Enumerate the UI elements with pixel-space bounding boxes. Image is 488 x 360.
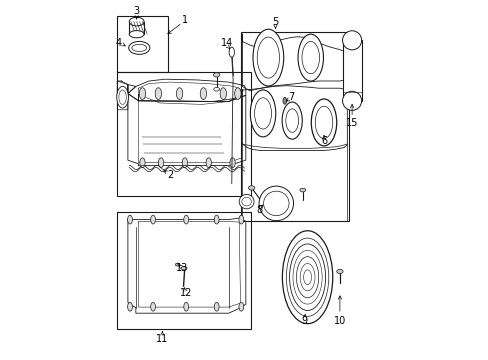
Ellipse shape: [302, 41, 319, 74]
Polygon shape: [242, 86, 346, 150]
Ellipse shape: [132, 44, 146, 51]
Ellipse shape: [182, 158, 187, 168]
Ellipse shape: [342, 91, 361, 111]
Ellipse shape: [248, 186, 254, 190]
Ellipse shape: [139, 88, 145, 99]
Ellipse shape: [259, 186, 293, 221]
Ellipse shape: [250, 90, 275, 137]
Ellipse shape: [283, 97, 286, 104]
Ellipse shape: [155, 88, 161, 99]
Ellipse shape: [254, 98, 271, 129]
Ellipse shape: [336, 269, 343, 274]
Text: 7: 7: [288, 92, 294, 102]
Ellipse shape: [239, 215, 243, 224]
Ellipse shape: [214, 215, 219, 224]
Ellipse shape: [242, 197, 251, 206]
Ellipse shape: [252, 29, 283, 86]
Text: 1: 1: [182, 15, 187, 25]
Ellipse shape: [158, 158, 163, 168]
Ellipse shape: [220, 88, 226, 99]
Polygon shape: [138, 221, 240, 307]
Text: 3: 3: [133, 6, 140, 16]
Text: 11: 11: [156, 334, 168, 344]
Polygon shape: [242, 34, 346, 91]
Text: 8: 8: [256, 204, 262, 215]
Ellipse shape: [213, 73, 220, 77]
Ellipse shape: [205, 158, 211, 168]
Text: 5: 5: [272, 17, 278, 27]
Polygon shape: [128, 79, 245, 102]
Polygon shape: [117, 81, 128, 110]
Text: 6: 6: [320, 136, 326, 146]
Ellipse shape: [282, 231, 332, 324]
Ellipse shape: [129, 17, 144, 26]
Text: 13: 13: [176, 263, 188, 273]
Bar: [342, 40, 361, 101]
Ellipse shape: [213, 87, 219, 91]
Ellipse shape: [282, 102, 302, 139]
Ellipse shape: [303, 270, 311, 284]
Bar: [129, 22, 144, 34]
Ellipse shape: [150, 302, 155, 311]
Polygon shape: [117, 81, 136, 95]
Ellipse shape: [286, 238, 328, 316]
Ellipse shape: [175, 263, 180, 266]
Ellipse shape: [183, 215, 188, 224]
Text: 15: 15: [346, 118, 358, 128]
Bar: [117, 16, 167, 72]
Ellipse shape: [234, 88, 241, 99]
Text: 10: 10: [333, 316, 346, 326]
Text: 2: 2: [167, 170, 173, 180]
Ellipse shape: [181, 266, 186, 270]
Polygon shape: [128, 218, 245, 313]
Ellipse shape: [315, 106, 332, 139]
Ellipse shape: [229, 47, 234, 57]
Ellipse shape: [289, 244, 325, 310]
Ellipse shape: [117, 86, 128, 108]
Ellipse shape: [311, 99, 336, 146]
Ellipse shape: [128, 41, 150, 54]
Ellipse shape: [239, 302, 243, 311]
Ellipse shape: [119, 90, 126, 104]
Text: 4: 4: [115, 38, 121, 48]
Ellipse shape: [297, 34, 323, 81]
Ellipse shape: [127, 302, 132, 311]
Text: 9: 9: [301, 316, 307, 326]
Ellipse shape: [300, 264, 314, 291]
Bar: [241, 32, 348, 221]
Ellipse shape: [285, 109, 298, 132]
Polygon shape: [138, 82, 243, 104]
Ellipse shape: [299, 188, 305, 192]
Ellipse shape: [263, 191, 288, 216]
Ellipse shape: [214, 302, 219, 311]
Polygon shape: [242, 144, 346, 221]
Ellipse shape: [127, 215, 132, 224]
Ellipse shape: [257, 37, 279, 78]
Ellipse shape: [129, 31, 144, 38]
Ellipse shape: [342, 31, 361, 50]
Ellipse shape: [140, 158, 145, 168]
Ellipse shape: [200, 88, 206, 99]
Bar: [117, 72, 251, 196]
Ellipse shape: [296, 257, 318, 298]
Polygon shape: [138, 94, 242, 163]
Ellipse shape: [176, 88, 183, 99]
Bar: [117, 212, 251, 329]
Ellipse shape: [150, 215, 155, 224]
Ellipse shape: [292, 250, 322, 304]
Text: 14: 14: [221, 38, 233, 48]
Polygon shape: [128, 94, 245, 166]
Ellipse shape: [229, 158, 235, 168]
Ellipse shape: [183, 302, 188, 311]
Ellipse shape: [239, 194, 254, 209]
Text: 12: 12: [179, 288, 191, 298]
